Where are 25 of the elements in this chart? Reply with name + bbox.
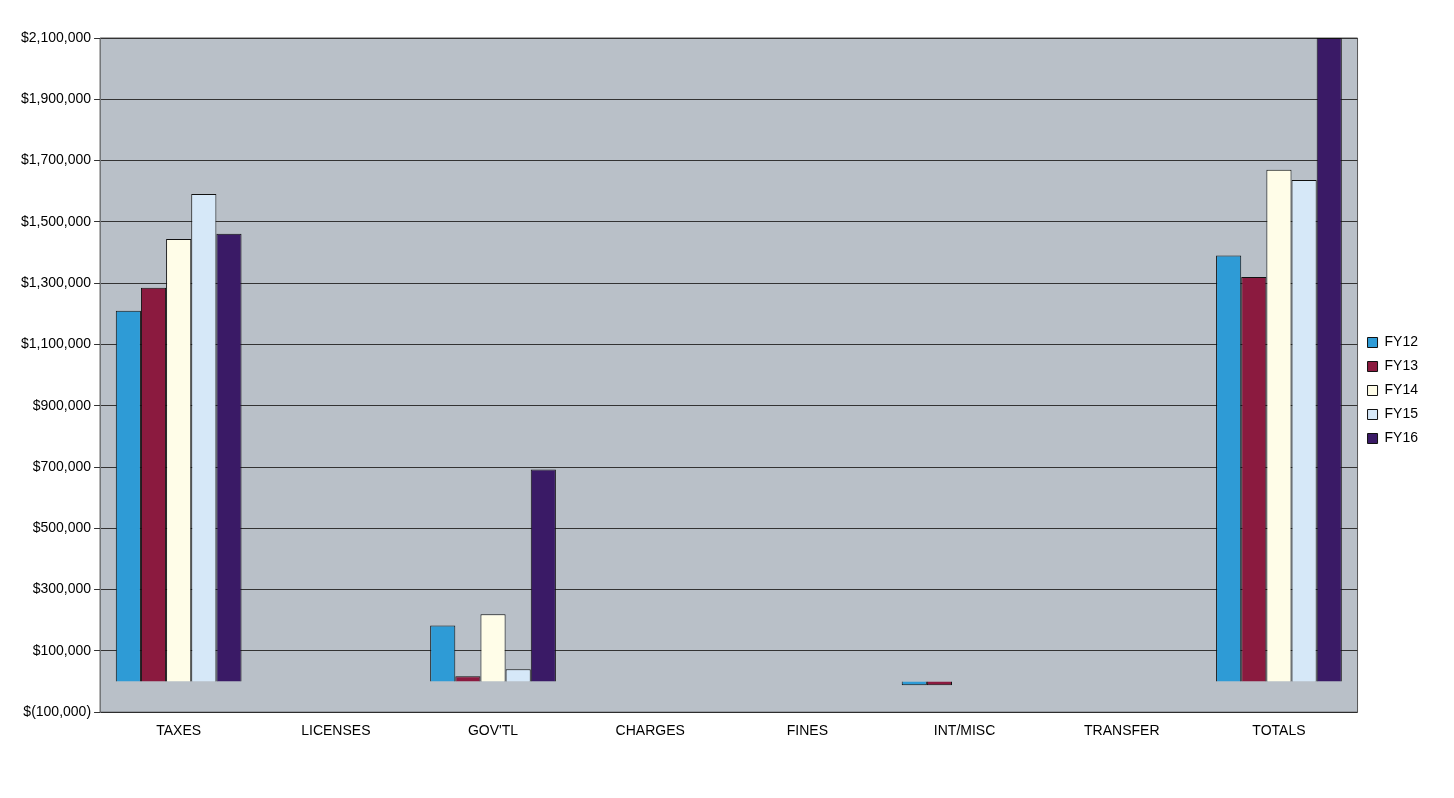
x-tick-label: TRANSFER <box>1084 722 1160 739</box>
y-tick-label: $1,700,000 <box>20 151 92 168</box>
legend-label: FY16 <box>1384 429 1419 446</box>
x-tick-label: LICENSES <box>301 722 371 739</box>
legend-label: FY13 <box>1384 357 1419 374</box>
y-tick-label: $(100,000) <box>23 703 92 720</box>
y-tick-label: $700,000 <box>32 457 92 474</box>
y-tick-label: $300,000 <box>32 580 92 597</box>
x-tick-label: TAXES <box>156 722 202 739</box>
y-tick-label: $500,000 <box>32 519 92 536</box>
y-tick-label: $1,100,000 <box>20 335 92 352</box>
legend-label: FY14 <box>1384 381 1419 398</box>
legend-label: FY12 <box>1384 333 1419 350</box>
x-tick-label: GOV'TL <box>467 722 519 739</box>
y-tick-label: $900,000 <box>32 396 92 413</box>
y-tick-label: $1,500,000 <box>20 212 92 229</box>
y-tick-label: $1,300,000 <box>20 274 92 291</box>
y-tick-label: $100,000 <box>32 641 92 658</box>
x-tick-label: TOTALS <box>1252 722 1306 739</box>
x-tick-label: CHARGES <box>615 722 685 739</box>
y-tick-label: $1,900,000 <box>20 90 92 107</box>
x-tick-label: FINES <box>786 722 829 739</box>
x-tick-label: INT/MISC <box>933 722 996 739</box>
y-tick-label: $2,100,000 <box>20 28 92 45</box>
legend-label: FY15 <box>1384 405 1419 422</box>
